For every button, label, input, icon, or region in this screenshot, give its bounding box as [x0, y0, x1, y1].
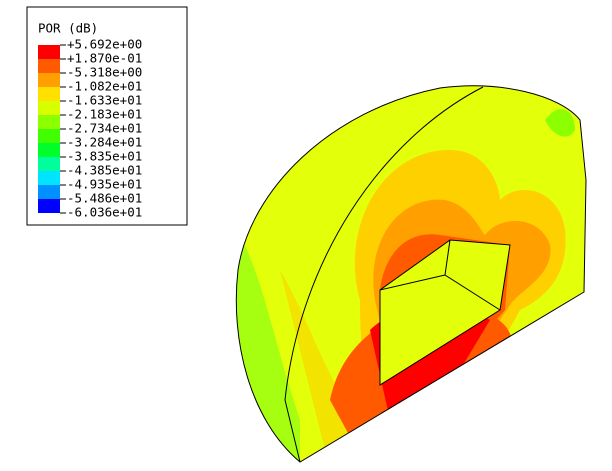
- legend-swatch: [38, 129, 60, 143]
- legend-swatch: [38, 59, 60, 73]
- legend-swatch: [38, 185, 60, 199]
- legend-label: -2.734e+01: [67, 121, 142, 136]
- legend-swatch: [38, 45, 60, 59]
- legend-swatch: [38, 157, 60, 171]
- legend-label: -1.633e+01: [67, 93, 142, 108]
- legend-label: -1.082e+01: [67, 79, 142, 94]
- legend-label: -5.318e+00: [67, 65, 142, 80]
- legend-label: -4.935e+01: [67, 177, 142, 192]
- legend-swatch: [38, 143, 60, 157]
- legend-label: -5.486e+01: [67, 191, 142, 206]
- legend-swatch: [38, 115, 60, 129]
- legend-label: +5.692e+00: [67, 37, 142, 52]
- legend-swatch: [38, 87, 60, 101]
- legend-swatch: [38, 199, 60, 213]
- legend-swatch: [38, 73, 60, 87]
- legend-title: POR (dB): [38, 21, 98, 36]
- legend-label: -3.284e+01: [67, 135, 142, 150]
- legend-label: -6.036e+01: [67, 205, 142, 220]
- legend-label: +1.870e-01: [67, 51, 142, 66]
- legend-label: -3.835e+01: [67, 149, 142, 164]
- contour: [236, 85, 586, 463]
- legend: POR (dB) +5.692e+00+1.870e-01-5.318e+00-…: [26, 6, 188, 226]
- legend-swatch: [38, 171, 60, 185]
- legend-label: -2.183e+01: [67, 107, 142, 122]
- legend-swatch: [38, 101, 60, 115]
- model: [235, 85, 587, 463]
- legend-label: -4.385e+01: [67, 163, 142, 178]
